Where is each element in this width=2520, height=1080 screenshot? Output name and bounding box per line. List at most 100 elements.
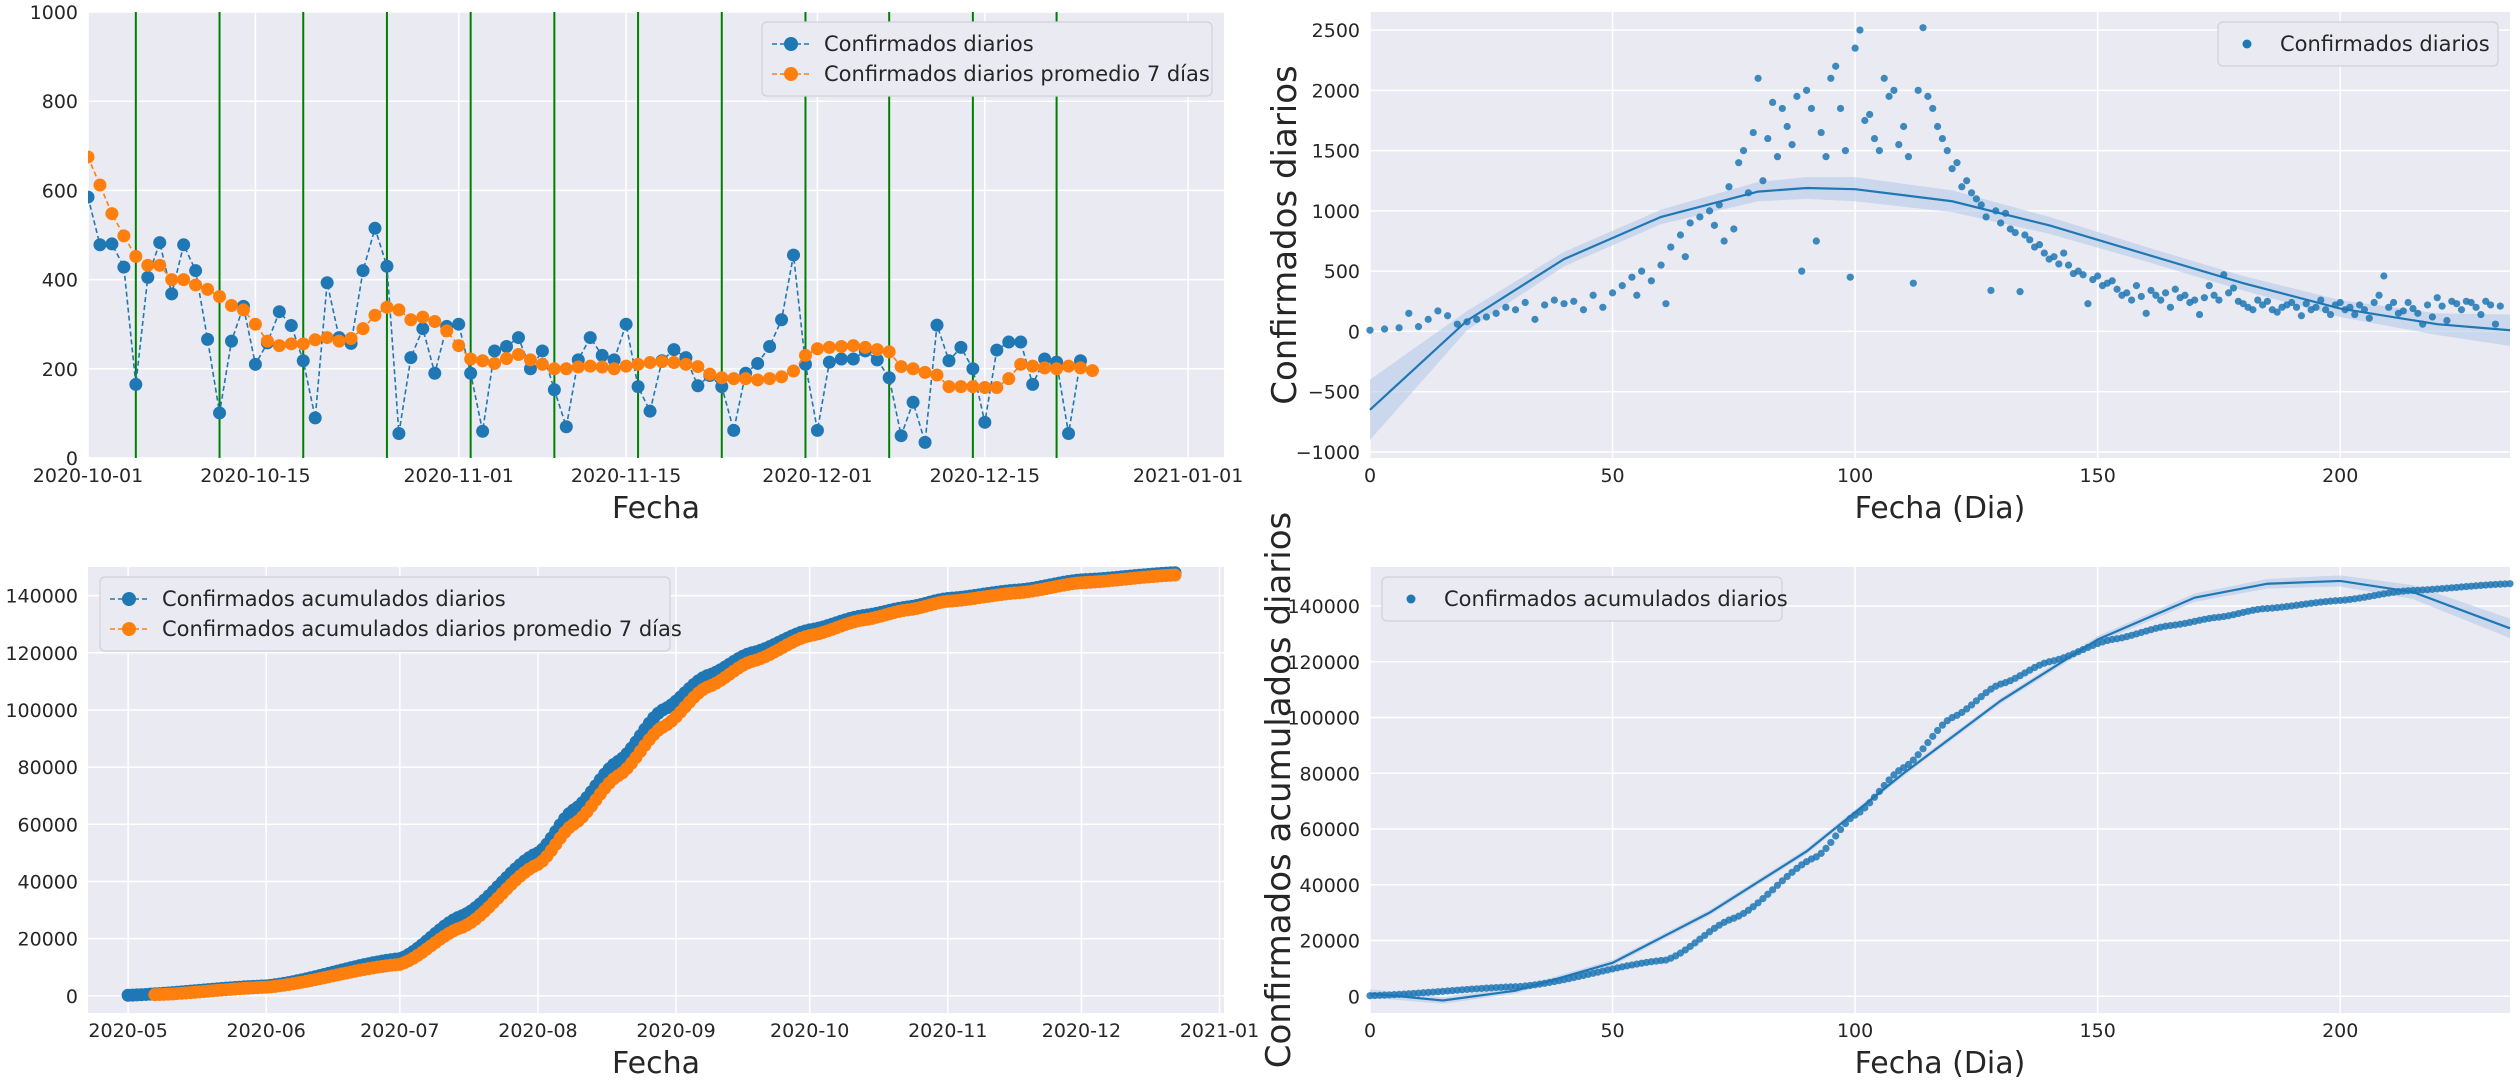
x-tick-label: 2021-01 xyxy=(1180,1020,1259,1042)
data-point xyxy=(1754,74,1762,82)
data-point xyxy=(2137,292,2145,301)
data-point xyxy=(1773,881,1782,889)
data-point xyxy=(1414,323,1423,331)
data-point xyxy=(2128,296,2136,304)
data-point xyxy=(2263,297,2272,305)
data-point xyxy=(775,370,789,384)
data-point xyxy=(1434,307,1442,315)
data-point xyxy=(1686,219,1694,227)
data-point xyxy=(189,264,203,278)
data-point xyxy=(284,319,298,333)
x-axis-label: Fecha (Dia) xyxy=(1855,1046,2026,1080)
data-point xyxy=(559,362,573,376)
legend-entry-2: Confirmados acumulados diarios promedio … xyxy=(162,617,682,641)
data-point xyxy=(1832,832,1840,840)
y-tick-label: 60000 xyxy=(1300,819,1360,841)
data-point xyxy=(2123,289,2131,297)
x-tick-label: 2020-12-01 xyxy=(762,465,872,487)
data-point xyxy=(798,348,812,362)
data-point xyxy=(2288,298,2296,307)
y-tick-labels: 0 20000 40000 60000 80000 100000 120000 140000 xyxy=(5,586,78,1008)
data-point xyxy=(272,305,286,319)
data-point xyxy=(1778,104,1786,113)
data-point xyxy=(715,371,729,385)
data-point xyxy=(2326,310,2335,319)
data-point xyxy=(1832,62,1840,70)
data-point xyxy=(870,353,884,367)
data-marks xyxy=(1366,24,2511,440)
data-point xyxy=(2152,291,2160,299)
data-point xyxy=(655,355,669,369)
data-point xyxy=(2157,296,2165,304)
data-point xyxy=(942,380,956,394)
data-point xyxy=(1720,237,1728,245)
data-point xyxy=(2016,288,2024,296)
data-point xyxy=(464,366,478,380)
data-point xyxy=(1482,313,1491,321)
data-point xyxy=(1958,183,1966,191)
data-point xyxy=(165,273,179,287)
legend-entry-1: Confirmados diarios xyxy=(824,32,1034,56)
x-tick-label: 2020-10-01 xyxy=(33,465,143,487)
x-tick-label: 150 xyxy=(2080,465,2116,487)
y-tick-label: 40000 xyxy=(18,871,78,893)
data-point xyxy=(798,357,812,371)
data-point xyxy=(2423,301,2432,309)
data-point xyxy=(2094,272,2102,280)
data-point xyxy=(2414,309,2422,317)
data-point xyxy=(679,357,693,371)
data-point xyxy=(2433,294,2441,302)
data-point xyxy=(440,324,454,338)
legend-keys xyxy=(772,37,810,81)
data-point xyxy=(1691,939,1699,947)
data-point xyxy=(356,264,370,278)
data-point xyxy=(1875,147,1883,155)
data-point xyxy=(1953,159,1961,167)
data-point xyxy=(1062,426,1076,440)
data-point xyxy=(810,342,824,356)
x-tick-labels: 2020-10-01 2020-10-15 2020-11-01 2020-11-15… xyxy=(33,465,1244,487)
x-axis-label: Fecha (Dia) xyxy=(1855,491,2026,526)
y-tick-label: 1000 xyxy=(1312,201,1360,223)
data-point xyxy=(978,381,992,395)
legend-keys xyxy=(110,592,148,636)
data-point xyxy=(1851,44,1859,52)
data-point xyxy=(1511,306,1520,314)
data-point xyxy=(1841,147,1850,155)
data-point xyxy=(822,355,836,369)
data-point xyxy=(1550,296,1558,304)
data-point xyxy=(1866,110,1874,119)
data-point xyxy=(2166,303,2175,311)
data-point xyxy=(2322,306,2330,314)
data-point xyxy=(607,362,621,376)
series-line xyxy=(88,196,1082,443)
data-point xyxy=(1987,286,1995,295)
data-point xyxy=(1885,92,1893,100)
y-tick-label: 2500 xyxy=(1312,20,1360,42)
data-point xyxy=(416,310,430,324)
data-point xyxy=(1769,98,1777,107)
data-point xyxy=(954,380,968,394)
data-point xyxy=(1473,315,1481,323)
x-tick-labels: 0 50 100 150 200 xyxy=(1364,465,2358,487)
data-point xyxy=(1909,756,1917,764)
data-point xyxy=(1628,273,1636,281)
data-point xyxy=(2496,302,2504,310)
data-point xyxy=(1074,361,1088,375)
data-point xyxy=(2079,271,2087,279)
data-point xyxy=(2409,304,2417,313)
legend-key-marker xyxy=(2242,39,2252,49)
data-point xyxy=(296,354,310,368)
data-point xyxy=(990,343,1004,357)
daily-confirmed-chart: 2020-10-01 2020-10-15 2020-11-01 2020-11-15… xyxy=(30,2,1244,526)
data-point xyxy=(1827,838,1835,847)
data-point xyxy=(1870,793,1879,801)
data-point xyxy=(248,357,262,371)
data-point xyxy=(1531,315,1539,323)
data-point xyxy=(2161,289,2170,297)
data-point xyxy=(1657,261,1665,269)
data-point xyxy=(1890,86,1898,94)
data-point xyxy=(2229,284,2238,292)
x-tick-label: 50 xyxy=(1600,465,1624,487)
data-point xyxy=(248,317,262,331)
